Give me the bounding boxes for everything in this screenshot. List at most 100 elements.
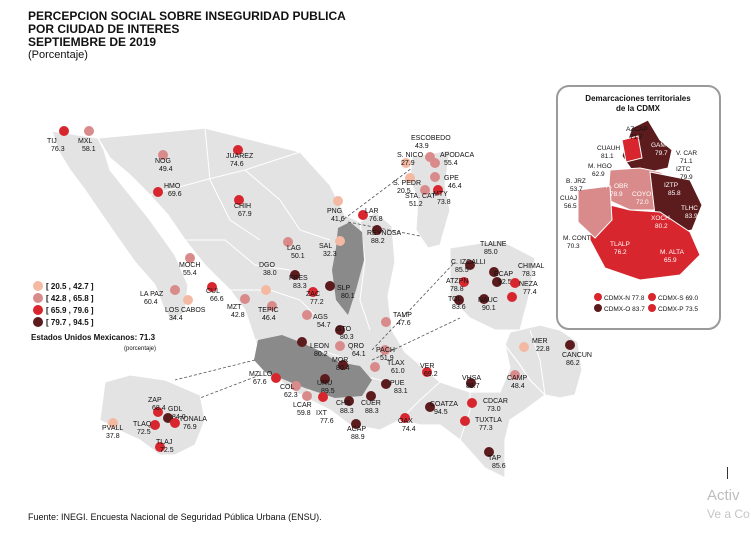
gdl-inset-land	[99, 374, 206, 456]
city-dot-tij	[59, 126, 69, 136]
city-name-ver: VER	[420, 363, 434, 370]
city-dot-neza	[507, 292, 517, 302]
cdmx-district-value-v-car: 71.1	[680, 158, 693, 165]
city-dot-cul	[207, 282, 217, 292]
city-name-tij: TIJ	[47, 138, 57, 145]
city-value-ver: 69.2	[424, 371, 438, 378]
cdmx-south	[589, 199, 701, 281]
city-value-lag: 50.1	[291, 253, 305, 260]
city-dot-tepic	[267, 301, 277, 311]
city-value-qro: 64.1	[352, 351, 366, 358]
city-dot-gdl	[163, 413, 173, 423]
city-value-tlaq: 72.5	[137, 429, 151, 436]
city-value-reynosa: 88.2	[371, 238, 385, 245]
cdmx-district-value-a-obr: 78.9	[610, 191, 623, 198]
city-dot-ecap	[492, 277, 502, 287]
city-name-mty: MTY	[433, 191, 448, 198]
city-dot-uru	[320, 374, 330, 384]
city-dot-acap	[351, 419, 361, 429]
cdmx-district-iztp: IZTP	[664, 182, 678, 189]
city-dot-hmo	[153, 187, 163, 197]
city-name-chih: CHIH	[234, 203, 251, 210]
city-name-tonala: TONALA	[179, 416, 207, 423]
city-value-chih: 67.9	[238, 211, 252, 218]
cdmx-district-value-b-jrz: 53.7	[570, 186, 583, 193]
watermark-line-1: Activ	[707, 487, 740, 504]
city-dot-tlax	[370, 362, 380, 372]
city-name-gpe: GPE	[444, 175, 459, 182]
cdmx-zone-dot-cdmx-o	[594, 304, 602, 312]
city-dot-chih	[234, 195, 244, 205]
city-name-mor: MOR	[332, 357, 348, 364]
city-dot-mxl	[84, 126, 94, 136]
city-value-cul: 66.6	[210, 296, 224, 303]
city-dot-lag	[283, 237, 293, 247]
city-name-neza: NEZA	[519, 281, 538, 288]
city-dot-apodaca	[430, 158, 440, 168]
city-value-juarez: 74.6	[230, 161, 244, 168]
city-dot-c-izcalli	[465, 260, 475, 270]
city-dot-tlaj	[155, 442, 165, 452]
city-dot-cancun	[565, 340, 575, 350]
city-value-tamp: 47.6	[397, 320, 411, 327]
city-value-mzt: 42.8	[231, 312, 245, 319]
city-dot-fres	[290, 270, 300, 280]
city-dot-tuxtla	[460, 416, 470, 426]
city-name-juarez: JUAREZ	[226, 153, 254, 160]
city-dot-nauc	[479, 294, 489, 304]
city-value-png: 41.6	[331, 216, 345, 223]
city-value-uru: 89.5	[321, 388, 335, 395]
city-name-hmo: HMO	[164, 183, 181, 190]
cdmx-district-value-m-cont: 70.3	[567, 243, 580, 250]
city-name-dgo: DGO	[259, 262, 276, 269]
national-value: Estados Unidos Mexicanos: 71.3 (porcentaj…	[31, 333, 156, 352]
city-name-chimal: CHIMAL	[518, 263, 545, 270]
city-dot-dgo	[261, 285, 271, 295]
city-name-uru: URU	[317, 380, 332, 387]
title-line-2: POR CIUDAD DE INTERES	[28, 22, 180, 36]
city-dot-pue	[381, 379, 391, 389]
cdmx-zone-dot-cdmx-p	[648, 304, 656, 312]
legend-label-1: [ 42.8 , 65.8 ]	[46, 294, 94, 303]
title-line-1: PERCEPCION SOCIAL SOBRE INSEGURIDAD PUBL…	[28, 9, 346, 23]
city-value-slp: 80.1	[341, 293, 355, 300]
city-name-apodaca: APODACA	[440, 152, 475, 159]
mty-inset-land	[409, 149, 451, 249]
city-value-coatza: 94.5	[434, 409, 448, 416]
city-name-lar: LAR	[365, 208, 379, 215]
cdmx-district-coyo: COYO	[632, 191, 651, 198]
legend-swatch-0	[33, 281, 43, 291]
cdmx-title-1: de la CDMX	[616, 104, 661, 113]
city-name-lag: LAG	[287, 245, 301, 252]
legend-label-0: [ 20.5 , 42.7 ]	[46, 282, 94, 291]
map-title: PERCEPCION SOCIAL SOBRE INSEGURIDAD PUBL…	[28, 10, 346, 62]
city-value-tuxtla: 77.3	[479, 425, 493, 432]
city-name-tuxtla: TUXTLA	[475, 417, 502, 424]
city-value-atzpn: 78.8	[450, 286, 464, 293]
cdmx-azcap	[621, 135, 643, 163]
cdmx-district-a-obr: A. OBR	[606, 183, 628, 190]
city-name-tlaj: TLAJ	[156, 439, 172, 446]
